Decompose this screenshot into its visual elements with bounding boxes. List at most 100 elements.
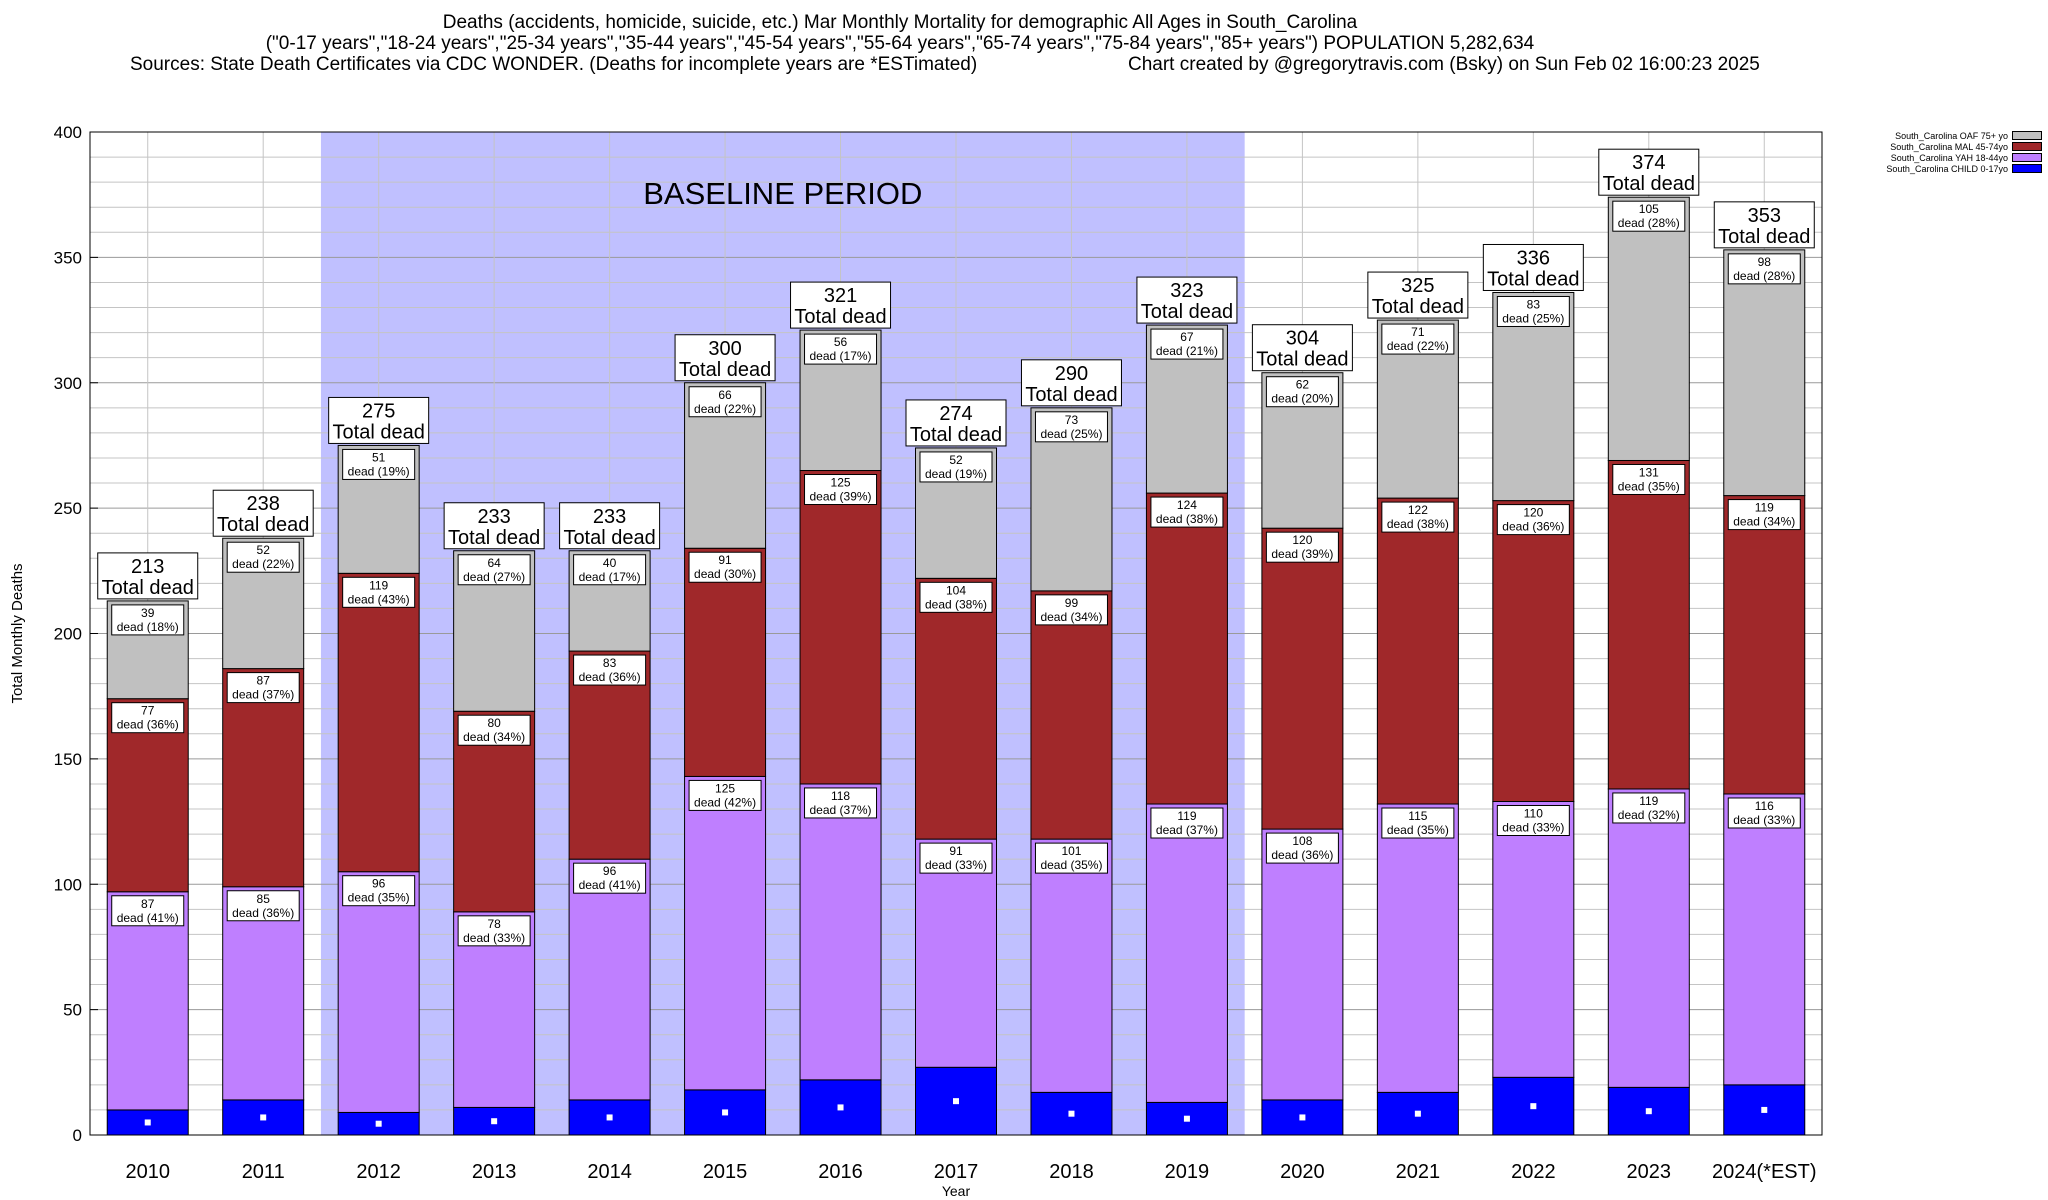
y-tick-label: 100 — [54, 875, 82, 894]
segment-value-label: 77 — [141, 704, 155, 718]
child-marker — [1183, 1115, 1190, 1122]
child-marker — [1761, 1106, 1768, 1113]
segment-percent-label: dead (41%) — [579, 878, 641, 892]
segment-percent-label: dead (36%) — [1502, 520, 1564, 534]
child-marker — [1530, 1103, 1537, 1110]
segment-label-box — [919, 451, 993, 483]
bar-segment — [915, 577, 997, 840]
segment-value-label: 96 — [372, 877, 386, 891]
x-tick-label: 2020 — [1280, 1161, 1325, 1183]
total-label-box — [1367, 271, 1469, 319]
total-value-label: 233 — [593, 506, 626, 528]
y-tick-label: 200 — [54, 625, 82, 644]
bar-segment — [337, 871, 420, 1113]
child-marker — [144, 1119, 151, 1126]
segment-value-label: 66 — [718, 388, 732, 402]
segment-label-box — [1496, 295, 1570, 327]
segment-percent-label: dead (36%) — [579, 670, 641, 684]
segment-value-label: 99 — [1065, 596, 1079, 610]
legend-label: South_Carolina MAL 45-74yo — [1890, 141, 2008, 152]
segment-value-label: 108 — [1292, 834, 1312, 848]
x-tick-label: 2023 — [1627, 1161, 1672, 1183]
segment-label-box — [1727, 499, 1801, 531]
segment-label-box — [1381, 807, 1455, 839]
total-value-label: 304 — [1286, 328, 1319, 350]
segment-value-label: 91 — [718, 553, 732, 567]
segment-value-label: 91 — [949, 844, 963, 858]
segment-percent-label: dead (34%) — [463, 730, 525, 744]
segment-value-label: 83 — [603, 656, 617, 670]
segment-value-label: 87 — [257, 674, 271, 688]
total-value-label: 233 — [477, 506, 510, 528]
segment-percent-label: dead (36%) — [232, 906, 294, 920]
bar-segment — [1723, 249, 1806, 497]
total-text-label: Total dead — [1718, 226, 1810, 248]
segment-percent-label: dead (22%) — [694, 402, 756, 416]
segment-value-label: 83 — [1527, 297, 1541, 311]
segment-percent-label: dead (20%) — [1271, 392, 1333, 406]
segment-percent-label: dead (35%) — [1618, 479, 1680, 493]
bar-segment — [1376, 497, 1459, 805]
child-marker — [953, 1098, 959, 1105]
total-text-label: Total dead — [1372, 296, 1464, 318]
segment-label-box — [457, 554, 531, 586]
x-tick-label: 2021 — [1396, 1161, 1441, 1183]
segment-percent-label: dead (37%) — [810, 803, 872, 817]
segment-label-box — [804, 787, 878, 819]
segment-label-box — [1612, 200, 1686, 232]
segment-label-box — [1496, 805, 1570, 837]
x-tick-label: 2017 — [934, 1161, 979, 1183]
segment-label-box — [111, 604, 185, 636]
segment-value-label: 73 — [1065, 413, 1079, 427]
segment-percent-label: dead (27%) — [463, 570, 525, 584]
child-marker — [606, 1114, 613, 1121]
segment-value-label: 78 — [487, 917, 501, 931]
total-text-label: Total dead — [1256, 349, 1348, 371]
segment-label-box — [111, 702, 185, 734]
segment-value-label: 124 — [1177, 498, 1197, 512]
segment-value-label: 119 — [1639, 794, 1658, 808]
segment-label-box — [1034, 594, 1108, 626]
x-tick-label: 2015 — [703, 1161, 748, 1183]
bar-segment — [684, 547, 767, 777]
child-marker — [375, 1120, 382, 1127]
x-axis-label: Year — [942, 1183, 971, 1199]
child-marker — [260, 1114, 267, 1121]
segment-label-box — [688, 386, 762, 418]
segment-value-label: 125 — [831, 476, 851, 490]
segment-percent-label: dead (33%) — [1733, 813, 1795, 827]
total-value-label: 323 — [1170, 280, 1203, 302]
bar-segment — [1723, 793, 1806, 1086]
total-text-label: Total dead — [679, 359, 771, 381]
total-label-box — [97, 552, 199, 600]
segment-percent-label: dead (22%) — [232, 557, 294, 571]
segment-percent-label: dead (32%) — [1618, 808, 1680, 822]
segment-label-box — [804, 474, 878, 506]
segment-label-box — [1034, 842, 1108, 874]
bar-segment — [106, 891, 189, 1111]
segment-percent-label: dead (36%) — [1271, 848, 1333, 862]
segment-percent-label: dead (21%) — [1156, 344, 1218, 358]
segment-label-box — [1381, 323, 1455, 355]
child-marker — [1414, 1110, 1421, 1117]
segment-value-label: 56 — [834, 335, 848, 349]
segment-percent-label: dead (34%) — [1040, 610, 1102, 624]
segment-value-label: 87 — [141, 897, 155, 911]
segment-value-label: 98 — [1758, 255, 1772, 269]
segment-value-label: 119 — [1177, 809, 1196, 823]
legend-label: South_Carolina OAF 75+ yo — [1895, 130, 2008, 141]
segment-label-box — [804, 333, 878, 365]
child-marker — [1068, 1110, 1075, 1117]
segment-percent-label: dead (33%) — [463, 931, 525, 945]
bar-segment — [568, 858, 651, 1101]
segment-label-box — [573, 554, 647, 586]
segment-percent-label: dead (33%) — [925, 858, 987, 872]
legend-swatch — [2012, 131, 2042, 140]
legend-entry: South_Carolina YAH 18-44yo — [1891, 152, 2042, 163]
segment-value-label: 40 — [603, 556, 617, 570]
segment-label-box — [1265, 376, 1339, 408]
child-marker — [1645, 1108, 1652, 1115]
total-value-label: 238 — [247, 493, 280, 515]
legend-entry: South_Carolina OAF 75+ yo — [1895, 130, 2042, 141]
